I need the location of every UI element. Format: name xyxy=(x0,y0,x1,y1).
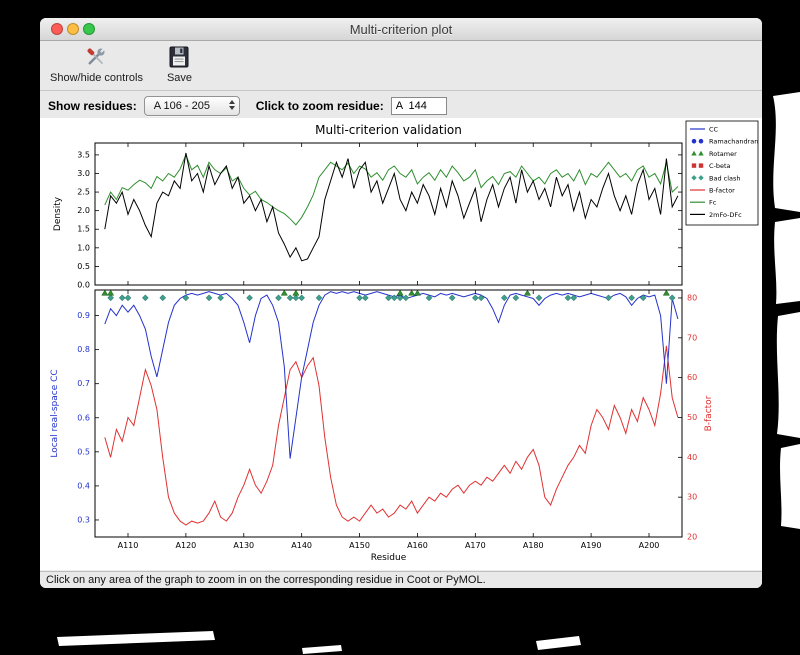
svg-text:A160: A160 xyxy=(407,541,428,550)
chart-title: Multi-criterion validation xyxy=(315,123,462,137)
svg-text:Ramachandran: Ramachandran xyxy=(709,138,758,146)
svg-text:0.5: 0.5 xyxy=(77,447,90,456)
svg-text:0.7: 0.7 xyxy=(77,379,90,388)
svg-text:50: 50 xyxy=(687,413,697,422)
zoom-residue-label: Click to zoom residue: xyxy=(255,98,384,113)
svg-text:1.5: 1.5 xyxy=(77,225,90,234)
svg-text:0.3: 0.3 xyxy=(77,515,90,524)
combo-stepper-icon xyxy=(228,99,235,110)
svg-text:Bad clash: Bad clash xyxy=(709,174,741,182)
svg-text:0.9: 0.9 xyxy=(77,311,90,320)
top-plot-area xyxy=(94,142,683,286)
svg-text:3.5: 3.5 xyxy=(77,150,90,159)
window-title: Multi-criterion plot xyxy=(349,21,453,37)
svg-text:80: 80 xyxy=(687,293,697,302)
minimize-button[interactable] xyxy=(67,23,79,35)
svg-text:0.5: 0.5 xyxy=(77,262,90,271)
svg-text:Fc: Fc xyxy=(709,199,717,207)
svg-text:A150: A150 xyxy=(349,541,370,550)
show-hide-controls-button[interactable]: Show/hide controls xyxy=(50,43,143,84)
figure-canvas[interactable]: Multi-criterion validation 0.0 0.5 1.0 1.5 2.… xyxy=(40,118,762,570)
residue-axis-label: Residue xyxy=(371,553,407,563)
cc-axis-label: Local real-space CC xyxy=(50,369,60,457)
svg-text:2.5: 2.5 xyxy=(77,188,90,197)
svg-text:3.0: 3.0 xyxy=(77,169,90,178)
status-bar: Click on any area of the graph to zoom i… xyxy=(40,571,762,588)
svg-text:CC: CC xyxy=(709,126,719,134)
tools-icon xyxy=(83,43,109,71)
show-hide-controls-label: Show/hide controls xyxy=(50,72,143,84)
density-axis-label: Density xyxy=(53,196,63,231)
svg-text:A180: A180 xyxy=(523,541,544,550)
svg-text:70: 70 xyxy=(687,333,697,342)
svg-text:A170: A170 xyxy=(465,541,486,550)
svg-text:2mFo-DFc: 2mFo-DFc xyxy=(709,211,742,219)
show-residues-value: A 106 - 205 xyxy=(153,99,210,112)
show-residues-label: Show residues: xyxy=(48,98,137,113)
svg-text:B-factor: B-factor xyxy=(709,187,735,195)
svg-text:A130: A130 xyxy=(233,541,254,550)
close-button[interactable] xyxy=(51,23,63,35)
legend-box xyxy=(685,120,759,226)
zoom-residue-input[interactable] xyxy=(390,96,447,115)
svg-text:30: 30 xyxy=(687,493,697,502)
svg-text:Rotamer: Rotamer xyxy=(709,150,737,158)
svg-text:0.8: 0.8 xyxy=(77,345,90,354)
svg-text:A190: A190 xyxy=(581,541,602,550)
bfactor-axis-label: B-factor xyxy=(704,395,714,431)
multi-criterion-chart[interactable]: Multi-criterion validation 0.0 0.5 1.0 1.5 2.… xyxy=(40,118,762,570)
svg-text:2.0: 2.0 xyxy=(77,206,90,215)
svg-text:A140: A140 xyxy=(291,541,312,550)
multi-criterion-plot-window: Multi-criterion plot Show/hide controls xyxy=(40,18,762,588)
show-residues-select[interactable]: A 106 - 205 xyxy=(143,95,240,116)
svg-text:20: 20 xyxy=(687,533,697,542)
traffic-lights xyxy=(51,23,95,35)
toolbar: Show/hide controls Save xyxy=(40,41,762,91)
svg-text:0.0: 0.0 xyxy=(77,281,90,290)
svg-text:A200: A200 xyxy=(639,541,660,550)
svg-text:A120: A120 xyxy=(176,541,197,550)
controls-bar: Show residues: A 106 - 205 Click to zoom… xyxy=(40,91,762,121)
zoom-button[interactable] xyxy=(83,23,95,35)
svg-text:A110: A110 xyxy=(118,541,139,550)
save-label: Save xyxy=(166,72,193,84)
svg-text:1.0: 1.0 xyxy=(77,243,90,252)
svg-text:40: 40 xyxy=(687,453,697,462)
svg-text:0.6: 0.6 xyxy=(77,413,90,422)
save-button[interactable]: Save xyxy=(167,43,192,84)
svg-text:0.4: 0.4 xyxy=(77,481,90,490)
svg-text:C-beta: C-beta xyxy=(709,162,731,170)
bottom-plot-area xyxy=(94,289,683,538)
status-text: Click on any area of the graph to zoom i… xyxy=(46,574,486,586)
title-bar[interactable]: Multi-criterion plot xyxy=(40,18,762,41)
save-icon xyxy=(167,43,191,71)
svg-text:60: 60 xyxy=(687,373,697,382)
